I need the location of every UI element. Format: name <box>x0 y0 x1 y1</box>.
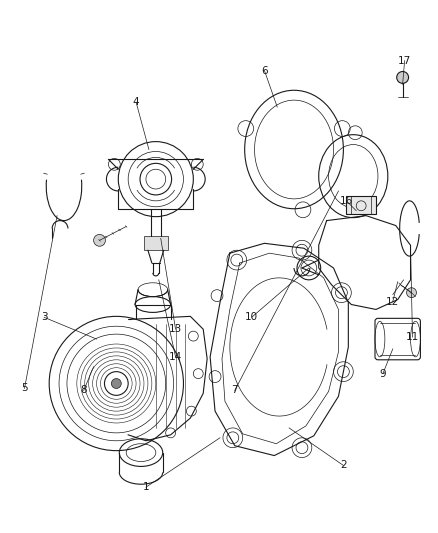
Circle shape <box>111 378 121 389</box>
Circle shape <box>94 235 106 246</box>
Text: 2: 2 <box>340 461 347 471</box>
Text: 13: 13 <box>169 324 182 334</box>
Text: 9: 9 <box>380 369 386 378</box>
Text: 7: 7 <box>232 385 238 395</box>
Text: 1: 1 <box>143 482 149 492</box>
Text: 14: 14 <box>169 352 182 362</box>
Text: 8: 8 <box>81 385 87 395</box>
Circle shape <box>406 288 417 297</box>
Circle shape <box>397 71 409 83</box>
Text: 6: 6 <box>261 66 268 76</box>
Text: 16: 16 <box>340 196 353 206</box>
Text: 17: 17 <box>398 55 411 66</box>
Text: 5: 5 <box>21 383 28 393</box>
Bar <box>346 196 376 214</box>
Text: 3: 3 <box>41 312 48 322</box>
Text: 10: 10 <box>245 312 258 322</box>
Text: 12: 12 <box>386 296 399 306</box>
Text: 11: 11 <box>406 332 419 342</box>
Text: 4: 4 <box>133 97 139 107</box>
Bar <box>144 237 168 250</box>
